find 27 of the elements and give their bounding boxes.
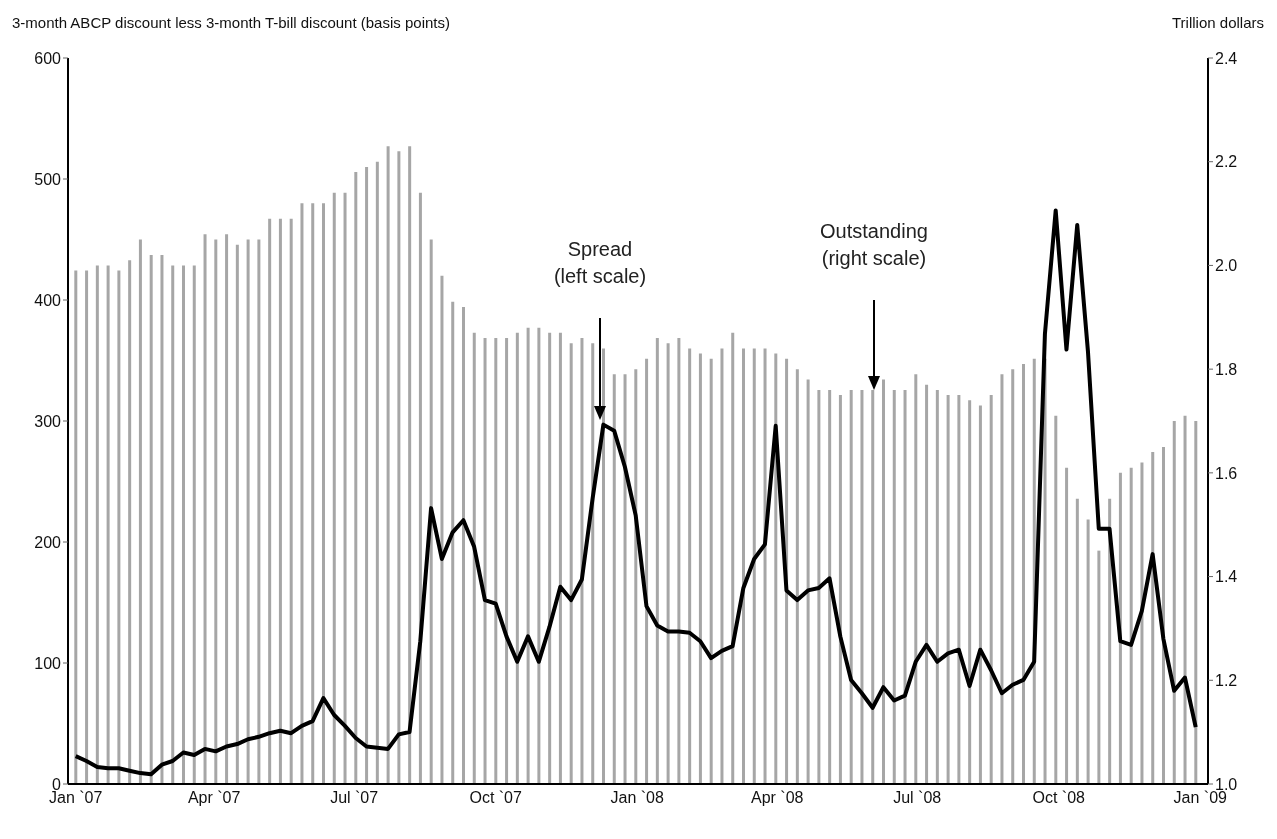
y-tick-label: 300 xyxy=(34,412,62,430)
line-series xyxy=(73,208,1198,777)
y2-tick-label: 1.4 xyxy=(1215,568,1238,586)
y2-tick-label: 2.0 xyxy=(1215,257,1238,275)
x-tick-label: Jan `08 xyxy=(610,789,665,807)
x-tick-label: Oct `07 xyxy=(469,789,523,807)
annotation: Outstanding (right scale) xyxy=(820,220,928,269)
x-tick-label: Jan `09 xyxy=(1173,789,1228,807)
y2-tick-label: 2.4 xyxy=(1215,49,1238,67)
x-tick-label: Jul `07 xyxy=(330,789,379,807)
y-axis-title: 3-month ABCP discount less 3-month T-bill discount (basis points) xyxy=(12,14,450,31)
x-tick-label: Oct `08 xyxy=(1032,789,1086,807)
y-tick-label: 400 xyxy=(34,291,62,309)
y-tick-label: 600 xyxy=(34,49,62,67)
x-tick-label: Jan `07 xyxy=(49,789,103,807)
y2-axis-title: Trillion dollars xyxy=(1172,14,1264,31)
x-tick-label: Apr `07 xyxy=(187,789,241,807)
y2-tick-label: 1.2 xyxy=(1215,671,1238,689)
x-tick-label: Apr `08 xyxy=(751,789,804,807)
annotation: Spread (left scale) xyxy=(553,238,647,287)
y2-tick-label: 1.6 xyxy=(1215,464,1238,482)
y-tick-label: 100 xyxy=(34,654,62,672)
y-tick-label: 200 xyxy=(34,533,62,551)
y-tick-label: 500 xyxy=(34,170,62,188)
x-tick-label: Jul `08 xyxy=(893,789,942,807)
y2-tick-label: 1.8 xyxy=(1215,360,1238,378)
y2-tick-label: 2.2 xyxy=(1215,153,1238,171)
